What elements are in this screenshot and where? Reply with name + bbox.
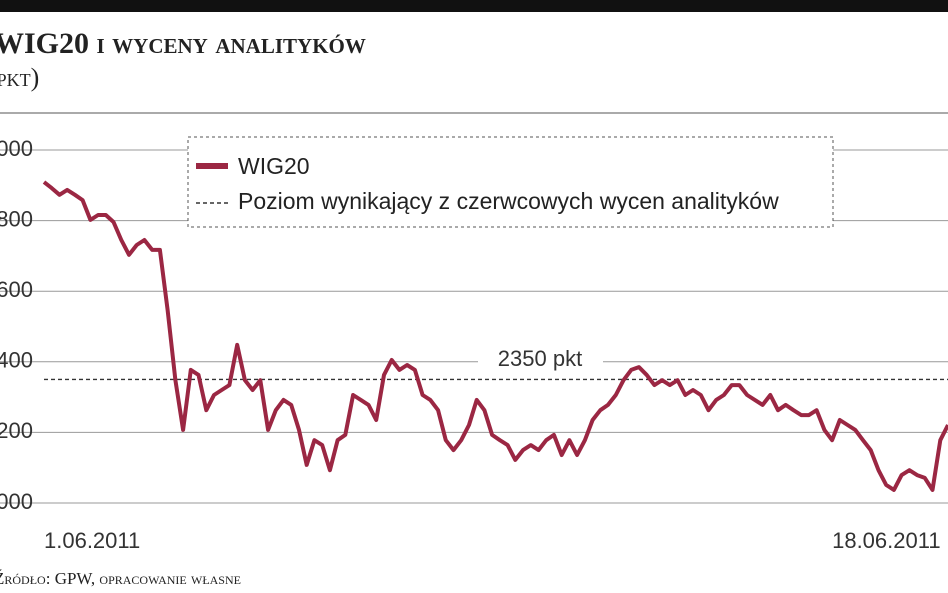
top-bar <box>0 0 948 12</box>
x-tick-label: 18.06.2011 <box>832 528 940 553</box>
source: Źródło: GPW, opracowanie własne <box>0 569 241 588</box>
y-tick-label: 3000 <box>0 136 33 161</box>
legend-label: Poziom wynikający z czerwcowych wycen an… <box>238 188 779 214</box>
chart-title: WIG20 i wyceny analityków <box>0 27 366 60</box>
chart-subtitle: (pkt) <box>0 63 39 92</box>
y-tick-label: 2800 <box>0 206 33 231</box>
legend-label: WIG20 <box>238 153 310 179</box>
y-tick-label: 2400 <box>0 348 33 373</box>
data-line <box>42 180 948 492</box>
x-tick-label: 1.06.2011 <box>44 528 140 553</box>
y-tick-label: 2600 <box>0 277 33 302</box>
y-tick-label: 2000 <box>0 489 33 514</box>
legend-box <box>187 136 834 228</box>
reference-label: 2350 pkt <box>498 346 582 371</box>
y-tick-label: 2200 <box>0 418 33 443</box>
reference-label-bg <box>478 344 603 374</box>
